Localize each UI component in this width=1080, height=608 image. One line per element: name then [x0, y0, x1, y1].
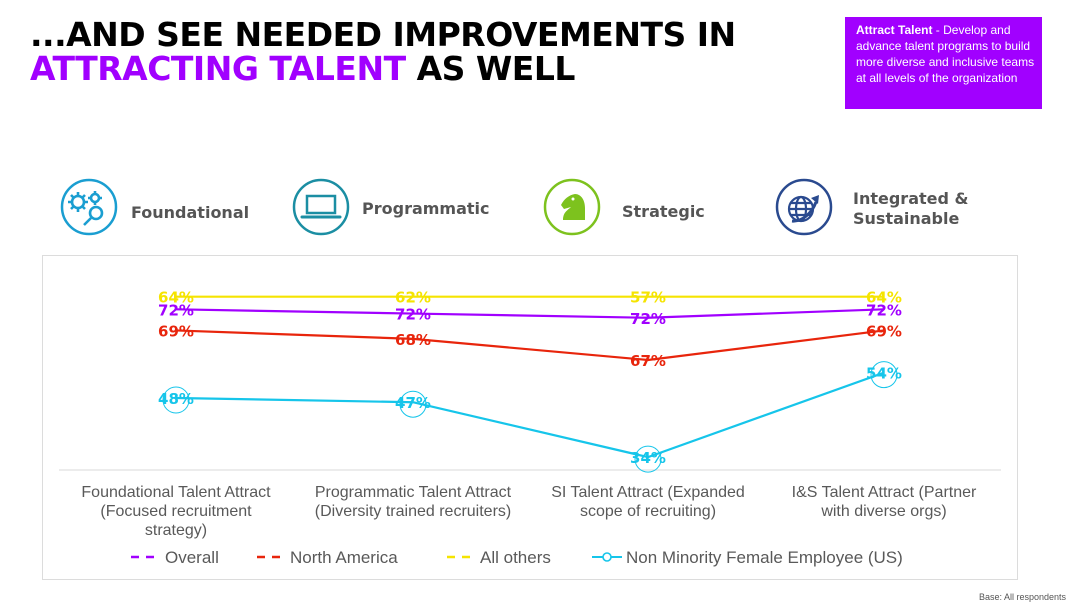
page-title: ...AND SEE NEEDED IMPROVEMENTS IN ATTRAC… — [30, 18, 736, 86]
series-marker — [870, 361, 898, 389]
knight-icon — [543, 178, 601, 236]
data-label: 64% — [158, 289, 194, 307]
data-label: 64% — [866, 289, 902, 307]
data-label: 72% — [630, 310, 666, 328]
data-label: 47% — [395, 394, 431, 412]
x-tick-label: SI Talent Attract (Expanded — [551, 484, 745, 501]
x-tick-label: (Diversity trained recruiters) — [315, 503, 511, 520]
x-tick-label: I&S Talent Attract (Partner — [792, 484, 977, 501]
data-label: 54% — [866, 365, 902, 383]
stage-programmatic: Programmatic — [289, 178, 509, 238]
stage-strategic: Strategic — [539, 178, 739, 238]
series-marker — [634, 445, 662, 473]
base-note: Base: All respondents — [978, 592, 1066, 602]
data-label: 62% — [395, 289, 431, 307]
x-tick-label: Foundational Talent Attract — [81, 484, 271, 501]
line-chart: 72% 72% 72% 72% 69% 68% 67% 69% 64% 62% 57% 64% 48% 4… — [59, 289, 1001, 567]
legend-label: Overall — [165, 548, 219, 567]
stage-label: Programmatic — [362, 199, 490, 218]
series-line-overall — [175, 308, 885, 319]
data-label: 34% — [630, 449, 666, 467]
stage-integrated-sustainable: Integrated & Sustainable — [771, 178, 991, 238]
x-tick-label: Programmatic Talent Attract — [315, 484, 512, 501]
title-rest: AS WELL — [405, 49, 576, 88]
data-label: 48% — [158, 390, 194, 408]
x-tick-label: scope of recruiting) — [580, 503, 716, 520]
data-label: 67% — [630, 352, 666, 370]
data-label: 72% — [158, 301, 194, 319]
stage-label: Strategic — [622, 202, 705, 221]
data-label: 68% — [395, 331, 431, 349]
series-marker — [162, 386, 190, 414]
legend-label: All others — [480, 548, 551, 567]
laptop-icon — [292, 178, 350, 236]
title-highlight: ATTRACTING TALENT — [30, 49, 406, 88]
legend-label: Non Minority Female Employee (US) — [626, 548, 903, 567]
callout-heading: Attract Talent — [856, 23, 933, 37]
title-line-1: ...AND SEE NEEDED IMPROVEMENTS IN — [30, 15, 736, 54]
data-label: 72% — [866, 301, 902, 319]
callout-text: - Develop and advance talent programs to… — [856, 23, 1035, 85]
gears-icon — [60, 178, 118, 236]
globe-arrow-icon — [775, 178, 833, 236]
legend-label: North America — [290, 548, 398, 567]
series-line-north-america — [175, 329, 885, 362]
data-label: 72% — [395, 306, 431, 324]
chart-panel: 72% 72% 72% 72% 69% 68% 67% 69% 64% 62% 57% 64% 48% 4… — [42, 255, 1018, 580]
series-line-non-minority-female-employee-us- — [175, 371, 885, 459]
x-tick-label: strategy) — [145, 522, 207, 539]
series-marker — [399, 390, 427, 418]
data-label: 57% — [630, 289, 666, 307]
x-tick-label: with diverse orgs) — [820, 503, 946, 520]
data-label: 69% — [158, 322, 194, 340]
legend-marker — [602, 552, 612, 562]
attract-talent-callout: Attract Talent - Develop and advance tal… — [845, 17, 1042, 109]
stage-label: Integrated & Sustainable — [853, 189, 969, 228]
stage-foundational: Foundational — [56, 178, 256, 238]
x-tick-label: (Focused recruitment — [100, 503, 252, 520]
stage-label: Foundational — [131, 203, 250, 222]
data-label: 69% — [866, 322, 902, 340]
